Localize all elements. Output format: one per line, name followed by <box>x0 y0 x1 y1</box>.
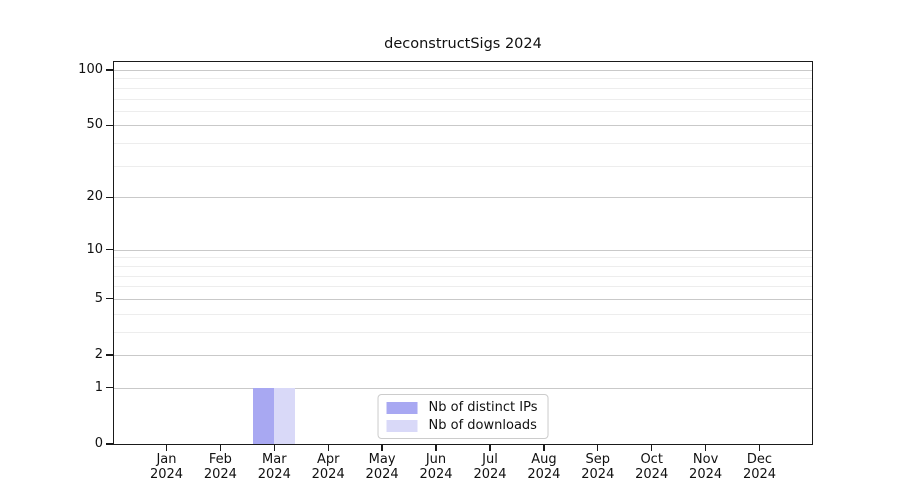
x-tick-mark-jan <box>165 444 168 451</box>
x-tick-month: Feb <box>208 452 232 467</box>
legend-label-downloads: Nb of downloads <box>428 418 537 433</box>
y-tick-label-20: 20 <box>86 189 103 205</box>
x-tick-month: Aug <box>531 452 557 467</box>
x-tick-mark-apr <box>327 444 329 451</box>
y-tick-mark-10 <box>106 249 114 251</box>
x-tick-label-jun: Jun 2024 <box>404 452 468 482</box>
y-tick-label-0: 0 <box>94 436 103 451</box>
y-tick-mark-1 <box>106 387 114 389</box>
x-tick-label-aug: Aug 2024 <box>512 452 576 482</box>
gridline-y-100 <box>114 70 812 71</box>
legend: Nb of distinct IPs Nb of downloads <box>377 394 549 439</box>
x-tick-year: 2024 <box>203 466 237 482</box>
chart-title: deconstructSigs 2024 <box>384 36 542 52</box>
x-tick-month: Mar <box>262 452 287 467</box>
gridline-y-3 <box>114 331 812 333</box>
x-tick-mark-oct <box>651 444 653 451</box>
legend-swatch-downloads <box>386 419 418 432</box>
gridline-y-4 <box>114 313 812 315</box>
x-tick-label-apr: Apr 2024 <box>296 452 360 482</box>
x-tick-month: Jan <box>156 452 177 467</box>
x-tick-month: Nov <box>692 452 719 467</box>
x-tick-mark-sep <box>597 444 599 451</box>
x-tick-label-feb: Feb 2024 <box>188 452 252 482</box>
gridline-y-10 <box>114 249 812 251</box>
gridline-y-70 <box>114 98 812 100</box>
x-tick-mark-jul <box>489 444 491 451</box>
gridline-y-90 <box>114 78 812 80</box>
y-tick-label-1: 1 <box>94 379 103 395</box>
x-tick-year: 2024 <box>419 466 453 482</box>
x-tick-mark-dec <box>758 444 761 451</box>
x-tick-year: 2024 <box>689 466 723 482</box>
y-tick-mark-20 <box>106 196 114 198</box>
y-tick-label-50: 50 <box>86 117 103 133</box>
legend-entry-downloads: Nb of downloads <box>386 418 538 433</box>
gridline-y-2 <box>114 355 812 356</box>
x-tick-mark-feb <box>219 444 222 451</box>
gridline-y-30 <box>114 165 812 167</box>
x-tick-label-dec: Dec 2024 <box>728 452 792 482</box>
x-tick-month: Sep <box>585 452 611 467</box>
y-tick-label-100: 100 <box>78 62 103 77</box>
x-tick-month: Oct <box>640 452 663 467</box>
legend-entry-distinct-ips: Nb of distinct IPs <box>386 400 538 415</box>
gridline-y-6 <box>114 286 812 288</box>
y-tick-mark-0 <box>106 443 114 445</box>
x-tick-year: 2024 <box>581 466 615 482</box>
x-tick-label-may: May 2024 <box>350 452 414 482</box>
x-tick-year: 2024 <box>365 466 399 482</box>
x-tick-mark-nov <box>704 444 707 451</box>
gridline-y-7 <box>114 275 812 277</box>
x-tick-label-nov: Nov 2024 <box>674 452 738 482</box>
x-tick-label-jul: Jul 2024 <box>458 452 522 482</box>
x-tick-label-sep: Sep 2024 <box>566 452 630 482</box>
x-tick-year: 2024 <box>527 466 561 482</box>
gridline-y-40 <box>114 143 812 145</box>
legend-label-distinct-ips: Nb of distinct IPs <box>428 400 538 415</box>
x-tick-year: 2024 <box>257 466 291 482</box>
gridline-y-8 <box>114 265 812 267</box>
x-tick-year: 2024 <box>742 466 777 482</box>
y-tick-label-5: 5 <box>94 290 103 306</box>
y-tick-mark-2 <box>106 354 114 356</box>
y-tick-mark-50 <box>106 124 114 127</box>
bar-distinct-ips-mar <box>253 387 275 444</box>
plot-area: Nb of distinct IPs Nb of downloads <box>113 61 813 445</box>
bar-downloads-mar <box>274 387 296 444</box>
y-tick-label-2: 2 <box>94 347 103 362</box>
gridline-y-1 <box>114 387 812 389</box>
gridline-y-9 <box>114 257 812 259</box>
y-tick-label-10: 10 <box>86 241 103 257</box>
x-tick-year: 2024 <box>149 466 184 482</box>
x-tick-month: Dec <box>746 452 773 467</box>
x-tick-year: 2024 <box>311 466 345 482</box>
legend-swatch-distinct-ips <box>386 401 418 414</box>
gridline-y-20 <box>114 197 812 199</box>
x-tick-mark-may <box>381 444 383 451</box>
y-tick-mark-100 <box>106 69 114 71</box>
x-tick-mark-mar <box>273 444 275 451</box>
x-tick-label-jan: Jan 2024 <box>135 452 199 482</box>
y-tick-mark-5 <box>106 298 114 300</box>
x-tick-mark-jun <box>435 444 437 451</box>
x-tick-year: 2024 <box>635 466 669 482</box>
gridline-y-50 <box>114 125 812 127</box>
x-tick-month: Jul <box>482 452 498 467</box>
gridline-y-80 <box>114 87 812 89</box>
gridline-y-60 <box>114 110 812 112</box>
x-tick-year: 2024 <box>473 466 507 482</box>
x-tick-month: Apr <box>316 452 340 467</box>
x-tick-mark-aug <box>543 444 545 451</box>
x-tick-label-mar: Mar 2024 <box>242 452 306 482</box>
gridline-y-5 <box>114 298 812 300</box>
x-tick-month: May <box>368 452 396 467</box>
x-tick-label-oct: Oct 2024 <box>620 452 684 482</box>
x-tick-month: Jun <box>425 452 447 467</box>
